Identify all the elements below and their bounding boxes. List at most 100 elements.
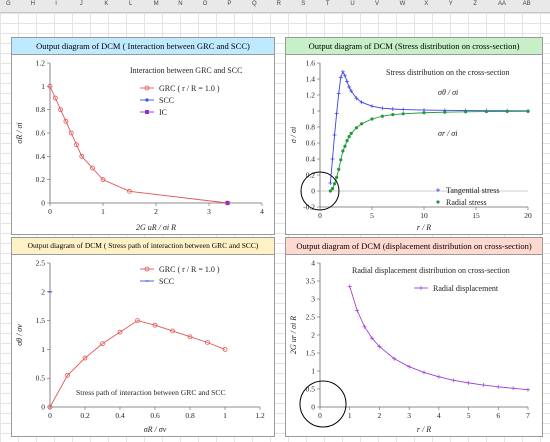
- column-letter[interactable]: G: [6, 1, 11, 7]
- column-letter[interactable]: Z: [473, 1, 478, 7]
- y-tick-label: 2.5: [306, 313, 316, 322]
- data-point: [135, 318, 140, 323]
- chart-panel-stress-path[interactable]: Output diagram of DCM ( Stress path of i…: [11, 237, 275, 437]
- data-point: [334, 111, 339, 116]
- y-tick-label: 1: [311, 107, 315, 116]
- legend-label: SCC: [159, 96, 174, 105]
- column-letter[interactable]: Q: [252, 1, 257, 7]
- series-line: [349, 286, 529, 391]
- column-letter[interactable]: X: [424, 1, 429, 7]
- x-tick-label: 0.6: [150, 411, 160, 420]
- data-point: [481, 383, 486, 388]
- x-tick-label: 7: [526, 411, 530, 420]
- data-point: [345, 139, 349, 143]
- chart-panel-stress-distribution[interactable]: Output diagram of DCM (Stress distributi…: [285, 37, 543, 235]
- y-tick-label: 1.6: [306, 59, 316, 68]
- chart-inner-title: Stress path of interaction between GRC a…: [76, 388, 226, 397]
- data-point: [362, 324, 367, 329]
- data-point: [127, 188, 132, 194]
- column-letter[interactable]: H: [30, 1, 35, 7]
- data-point: [47, 83, 53, 89]
- column-letter[interactable]: J: [79, 1, 83, 7]
- x-tick-label: 4: [437, 411, 441, 420]
- x-tick-label: 4: [260, 207, 264, 216]
- legend-label: Radial displacement: [433, 284, 499, 293]
- data-point: [392, 356, 397, 361]
- data-point: [340, 69, 345, 74]
- y-tick-label: 1.4: [306, 75, 316, 84]
- data-point: [79, 153, 85, 159]
- data-point: [336, 91, 341, 96]
- data-point: [401, 112, 405, 116]
- column-header-bar: G H I J K L M N O P Q R S T U V W X Y Z AA AB: [0, 0, 550, 13]
- y-axis-label: 2G ur / σi R: [289, 316, 298, 354]
- column-letter[interactable]: M: [153, 1, 159, 7]
- column-letter[interactable]: I: [55, 1, 57, 7]
- y-tick-label: 1.2: [36, 59, 46, 68]
- data-point: [205, 340, 210, 345]
- y-tick-label: 0.4: [36, 152, 46, 161]
- annotation-radial: σr / σi: [438, 129, 457, 138]
- stress-path-chart: 0 0.2 0.4 0.6 0.8 1 1.2 0 0.5 1 1.5 2 2.5 σR / σv σθ /…: [15, 259, 265, 435]
- chart-panel-interaction[interactable]: Output diagram of DCM ( Interaction betw…: [11, 37, 275, 235]
- data-point: [401, 107, 406, 112]
- data-point: [341, 149, 345, 153]
- legend-marker: [144, 266, 150, 272]
- y-tick-label: 0: [311, 403, 315, 412]
- data-point: [52, 95, 58, 101]
- legend-marker: [436, 188, 440, 192]
- column-letter[interactable]: W: [399, 1, 406, 7]
- panel-title: Output diagram of DCM (Stress distributi…: [286, 38, 542, 55]
- column-letter[interactable]: P: [227, 1, 232, 7]
- column-letter[interactable]: T: [325, 1, 330, 7]
- data-point: [82, 355, 88, 361]
- data-point: [222, 347, 228, 352]
- column-letter[interactable]: V: [375, 1, 380, 7]
- x-tick-label: 5: [467, 411, 471, 420]
- data-point: [466, 380, 471, 385]
- legend-marker: [436, 200, 440, 204]
- y-tick-label: 0.6: [36, 129, 46, 138]
- panel-title: Output diagram of DCM ( Stress path of i…: [12, 238, 274, 255]
- data-point: [505, 109, 509, 113]
- column-letter[interactable]: Y: [448, 1, 453, 7]
- data-point: [74, 142, 79, 148]
- column-letter[interactable]: AA: [498, 1, 507, 7]
- column-letter[interactable]: K: [104, 1, 109, 7]
- data-point: [355, 308, 360, 313]
- data-point: [328, 189, 332, 193]
- data-point: [65, 372, 70, 378]
- y-tick-label: 2: [41, 287, 45, 296]
- y-tick-label: 0.6: [306, 139, 316, 148]
- data-point: [337, 167, 341, 171]
- chart-panel-displacement[interactable]: Output diagram of DCM (displacement dist…: [285, 237, 543, 437]
- data-point: [100, 177, 106, 183]
- chart-inner-title: Radial displacement distribution on cros…: [352, 266, 510, 275]
- column-letter[interactable]: N: [178, 1, 183, 7]
- data-point: [436, 374, 441, 379]
- y-axis-label: σR / σi: [15, 122, 24, 143]
- interaction-chart: 0 1 2 3 4 0 0.2 0.4 0.6 0.8 1 1.2 2G uR / σi R σR / σ…: [15, 59, 264, 233]
- data-point: [380, 106, 385, 111]
- y-axis-label: σθ / σv: [15, 324, 24, 346]
- data-point: [332, 133, 337, 137]
- y-tick-label: 3.5: [306, 277, 316, 286]
- data-point: [359, 100, 364, 105]
- legend-marker: [145, 110, 149, 114]
- column-letter[interactable]: R: [276, 1, 281, 7]
- data-point: [390, 107, 395, 111]
- legend-label: GRC ( r / R = 1.0 ): [159, 265, 220, 274]
- column-letter[interactable]: AB: [522, 1, 531, 7]
- legend-label: Tangential stress: [446, 186, 499, 195]
- data-point: [380, 114, 384, 118]
- data-point: [343, 144, 347, 148]
- column-letter[interactable]: L: [129, 1, 133, 7]
- legend-label: GRC ( r / R = 1.0 ): [159, 84, 220, 93]
- column-letter[interactable]: O: [202, 1, 208, 7]
- y-tick-label: 0.5: [306, 385, 316, 394]
- column-letter[interactable]: U: [350, 1, 355, 7]
- x-tick-label: 2: [378, 411, 382, 420]
- y-tick-label: 0.8: [36, 105, 46, 114]
- column-letter[interactable]: S: [301, 1, 306, 7]
- x-tick-label: 3: [207, 207, 211, 216]
